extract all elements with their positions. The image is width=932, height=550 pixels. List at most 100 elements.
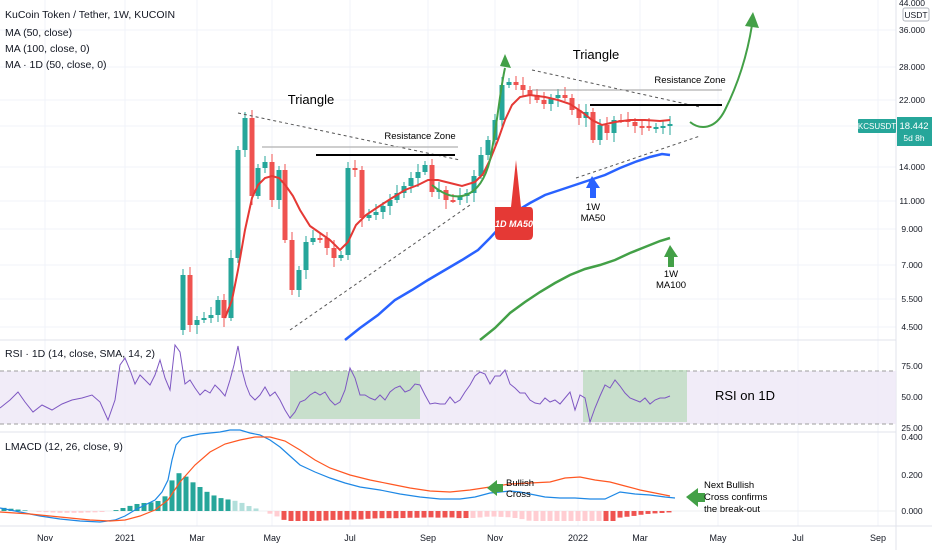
rsi-line	[0, 343, 671, 424]
histogram-bar	[407, 511, 413, 518]
time-tick: 2022	[568, 533, 588, 543]
candle-body	[215, 300, 221, 315]
histogram-bar	[505, 511, 511, 518]
histogram-bar	[64, 511, 70, 513]
indicator-ma1d[interactable]: MA · 1D (50, close, 0)	[5, 59, 107, 71]
histogram-bar	[218, 498, 224, 511]
histogram-bar	[267, 511, 273, 514]
triangle-right-lower	[575, 135, 701, 179]
triangle-right-label: Triangle	[573, 47, 619, 62]
ma50-1d-marker	[495, 160, 533, 240]
candle-body	[569, 98, 575, 110]
histogram-bar	[463, 511, 469, 519]
histogram-bar	[554, 511, 560, 521]
price-tick: 9.000	[901, 224, 923, 234]
resistance-right-label: Resistance Zone	[654, 75, 725, 86]
candle-body	[276, 170, 282, 200]
candle-body	[646, 126, 652, 128]
resistance-left-label: Resistance Zone	[384, 131, 455, 142]
triangle-left-upper	[237, 112, 461, 161]
histogram-bar	[225, 499, 231, 511]
histogram-bar	[540, 511, 546, 521]
histogram-bar	[141, 502, 147, 511]
histogram-bar	[659, 511, 665, 513]
histogram-bar	[603, 511, 609, 521]
histogram-bar	[36, 511, 42, 512]
histogram-bar	[288, 511, 294, 521]
histogram-bar	[568, 511, 574, 521]
macd-tick: 0.400	[901, 432, 923, 442]
projection-curve-right	[689, 24, 753, 128]
candle-body	[208, 315, 214, 318]
indicator-ma100[interactable]: MA (100, close, 0)	[5, 43, 90, 55]
histogram-bar	[575, 511, 581, 521]
histogram-bar	[57, 511, 63, 513]
candle-body	[262, 162, 268, 168]
candle-body	[242, 118, 248, 150]
histogram-bar	[624, 511, 630, 517]
histogram-bar	[309, 511, 315, 521]
rsi-title[interactable]: RSI · 1D (14, close, SMA, 14, 2)	[5, 348, 155, 360]
price-tick: 44.000	[899, 0, 925, 8]
histogram-bar	[197, 487, 203, 511]
rsi-axis: 75.00 50.00 25.00	[901, 361, 923, 433]
time-tick: Jul	[344, 533, 356, 543]
histogram-bar	[232, 500, 238, 511]
candle-body	[555, 95, 561, 98]
rsi-tick: 25.00	[901, 423, 923, 433]
macd-axis: 0.400 0.200 0.000	[901, 432, 923, 516]
histogram-bar	[169, 480, 175, 511]
candle-body	[366, 215, 372, 218]
ma50-1w-label-1: 1W	[586, 202, 600, 213]
candle-body	[457, 196, 463, 200]
price-badge-value: 18.442	[899, 121, 928, 132]
candle-body	[548, 98, 554, 104]
symbol-badge-label: KCSUSDT	[858, 122, 896, 131]
price-badge-countdown: 5d 8h	[903, 133, 925, 143]
price-tick: 5.500	[901, 294, 923, 304]
histogram-bar	[526, 511, 532, 521]
macd-title[interactable]: LMACD (12, 26, close, 9)	[5, 441, 123, 453]
histogram-bar	[645, 511, 651, 514]
candle-body	[562, 95, 568, 98]
histogram-bar	[428, 511, 434, 518]
histogram-bar	[78, 511, 84, 513]
histogram-bar	[512, 511, 518, 518]
histogram-bar	[274, 511, 280, 517]
candle-body	[513, 82, 519, 85]
indicator-ma50[interactable]: MA (50, close)	[5, 27, 72, 39]
histogram-bar	[638, 511, 644, 515]
price-tick: 22.000	[899, 95, 925, 105]
histogram-bar	[22, 510, 28, 511]
candle-body	[415, 172, 421, 178]
histogram-bar	[365, 511, 371, 519]
histogram-bar	[43, 511, 49, 513]
histogram-bar	[456, 511, 462, 519]
histogram-bar	[414, 511, 420, 518]
projection-curve-left	[431, 67, 506, 198]
macd-histogram	[1, 473, 672, 521]
time-tick: Nov	[37, 533, 54, 543]
candle-body	[380, 206, 386, 212]
macd-tick: 0.000	[901, 506, 923, 516]
histogram-bar	[652, 511, 658, 514]
ma50-1d-label: 1D MA50	[495, 219, 533, 229]
price-tick: 36.000	[899, 25, 925, 35]
histogram-bar	[666, 511, 672, 513]
next-cross-label-3: the break-out	[704, 504, 760, 515]
ma50-1w-label-2: MA50	[581, 213, 606, 224]
rsi-highlight-right	[583, 370, 687, 422]
price-tick: 28.000	[899, 62, 925, 72]
histogram-bar	[631, 511, 637, 516]
next-cross-label-1: Next Bullish	[704, 480, 754, 491]
time-tick: 2021	[115, 533, 135, 543]
histogram-bar	[113, 510, 119, 511]
time-axis: Nov 2021 Mar May Jul Sep Nov 2022 Mar May Jul Sep	[37, 533, 886, 543]
candle-body	[228, 258, 234, 318]
candle-body	[478, 155, 484, 176]
macd-line	[0, 429, 676, 523]
histogram-bar	[547, 511, 553, 521]
histogram-bar	[421, 511, 427, 518]
histogram-bar	[211, 495, 217, 511]
